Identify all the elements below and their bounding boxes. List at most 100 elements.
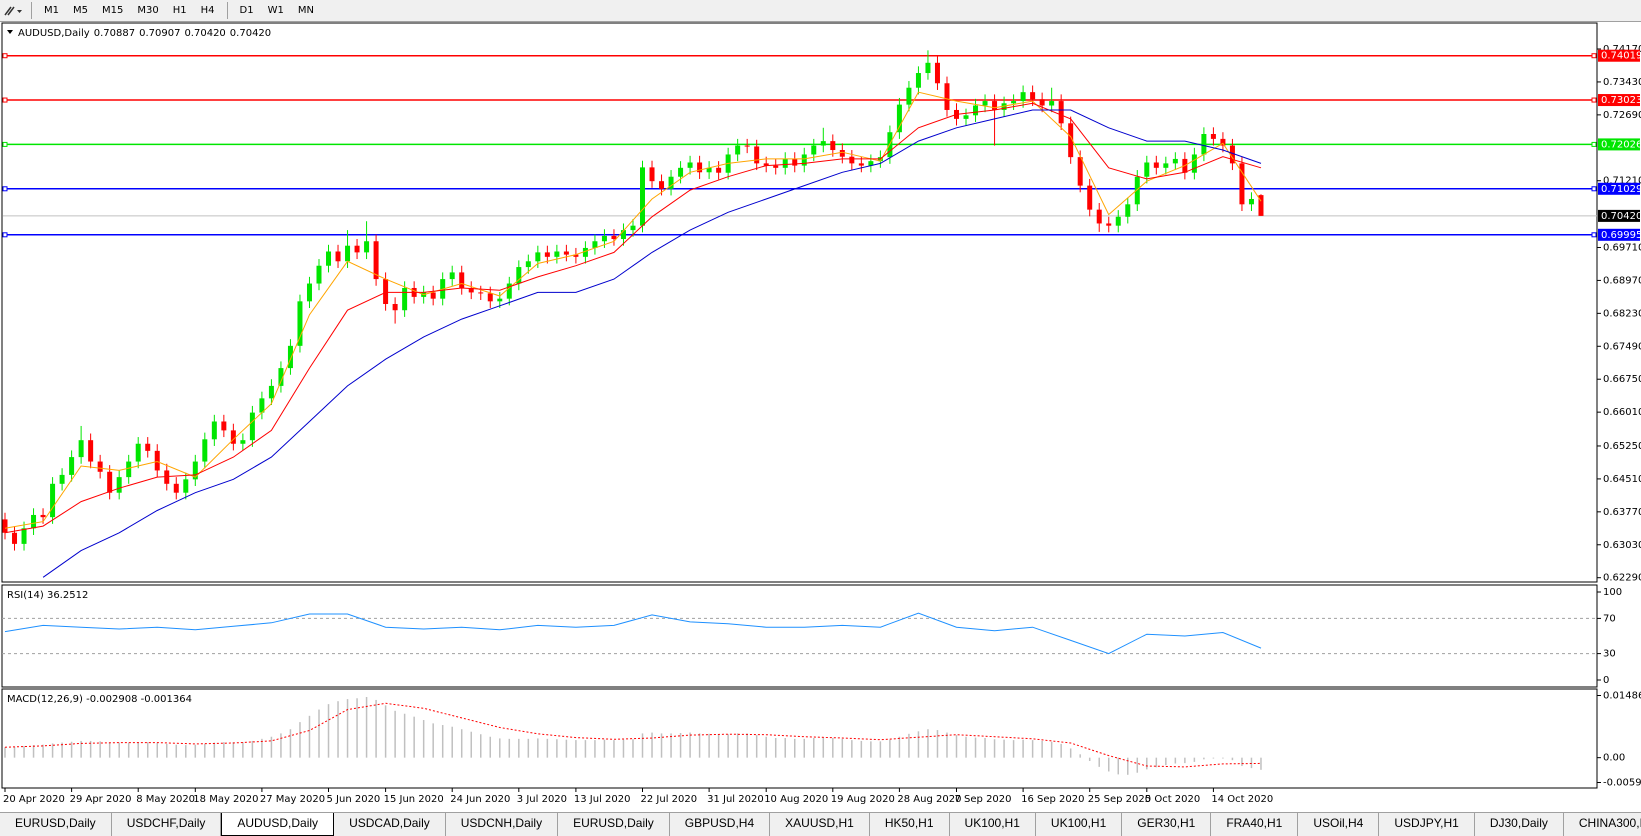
candle-body <box>678 167 684 177</box>
candle-body <box>992 101 998 110</box>
chart-tab[interactable]: AUDUSD,Daily <box>221 813 335 836</box>
candle-body <box>687 162 693 168</box>
y-tick-label: 0.72690 <box>1603 110 1641 121</box>
chart-tab[interactable]: USDJPY,H1 <box>1379 813 1475 836</box>
y-tick-label: 0.74170 <box>1603 44 1641 55</box>
candle-body <box>392 304 398 311</box>
candle-body <box>107 471 113 493</box>
x-tick-label: 18 May 2020 <box>193 794 258 805</box>
candle-body <box>925 62 931 74</box>
candle-body <box>1201 134 1207 155</box>
x-tick-label: 20 Apr 2020 <box>3 794 65 805</box>
candle-body <box>78 440 84 458</box>
chart-tab[interactable]: HK50,H1 <box>870 813 950 836</box>
chart-tab[interactable]: GBPUSD,H4 <box>670 813 771 836</box>
level-label: 0.73023 <box>1601 95 1641 106</box>
candle-body <box>192 461 198 480</box>
chart-tab[interactable]: CHINA300,H1 <box>1564 813 1641 836</box>
candle-body <box>963 115 969 119</box>
timeframe-button[interactable]: H4 <box>200 5 215 16</box>
candle-body <box>630 225 636 231</box>
candle-body <box>973 105 979 116</box>
candle-body <box>754 146 760 164</box>
candle-body <box>592 241 598 248</box>
chart-tab[interactable]: FRA40,H1 <box>1211 813 1299 836</box>
candle-body <box>516 267 522 284</box>
candle-body <box>268 385 274 399</box>
timeframe-button[interactable]: M5 <box>73 5 88 16</box>
candle-body <box>373 241 379 280</box>
candle-body <box>230 430 236 444</box>
candle-body <box>1106 223 1112 226</box>
level-label-box <box>1598 94 1640 107</box>
candle-body <box>12 532 18 544</box>
candle-body <box>126 461 132 478</box>
level-label-box <box>1598 49 1640 62</box>
candle-body <box>306 283 312 302</box>
candle-body <box>459 272 465 288</box>
y-tick-label: 100 <box>1603 587 1622 598</box>
timeframe-button[interactable]: D1 <box>239 5 254 16</box>
candle-body <box>1068 123 1074 158</box>
candle-body <box>535 252 541 262</box>
candle-body <box>1153 162 1159 168</box>
timeframe-button[interactable]: M1 <box>44 5 59 16</box>
x-tick-label: 16 Sep 2020 <box>1021 794 1084 805</box>
candle-body <box>1191 154 1197 173</box>
tool-icon[interactable] <box>0 1 26 20</box>
chart-tab[interactable]: XAUUSD,H1 <box>770 813 870 836</box>
x-tick-label: 14 Oct 2020 <box>1211 794 1273 805</box>
y-tick-label: 0.63770 <box>1603 507 1641 518</box>
candle-body <box>278 368 284 386</box>
chart-tab[interactable]: UK100,H1 <box>1036 813 1123 836</box>
candle-body <box>1001 103 1007 110</box>
macd-signal <box>4 702 1262 768</box>
toolbar: M1 M5 M15 M30 H1 H4 D1 W1 MN <box>0 0 1641 22</box>
chart-tab[interactable]: EURUSD,Daily <box>558 813 670 836</box>
candle-body <box>173 483 179 493</box>
y-tick-label: 0.014861 <box>1603 691 1641 702</box>
chart-tab[interactable]: DJ30,Daily <box>1475 813 1564 836</box>
panel-frame <box>1 688 1598 789</box>
timeframe-button[interactable]: M15 <box>102 5 124 16</box>
level-anchor <box>2 232 8 238</box>
timeframe-button[interactable]: M30 <box>137 5 159 16</box>
candle-body <box>1210 134 1216 139</box>
panel-frame <box>1 584 1598 688</box>
candle-body <box>896 104 902 133</box>
collapse-arrow <box>7 30 13 34</box>
candle-body <box>944 83 950 110</box>
chart-tab[interactable]: USDCHF,Daily <box>112 813 222 836</box>
chart-tab[interactable]: UK100,H1 <box>950 813 1036 836</box>
chart-tab[interactable]: GER30,H1 <box>1122 813 1212 836</box>
candle-body <box>811 145 817 155</box>
candle-body <box>116 477 122 493</box>
chart-tab[interactable]: USDCAD,Daily <box>334 813 446 836</box>
candle-body <box>1248 198 1254 205</box>
y-tick-label: 0.73430 <box>1603 77 1641 88</box>
price-label-box <box>1598 209 1640 222</box>
candle-body <box>135 443 141 462</box>
moving-average <box>42 109 1262 578</box>
timeframe-button[interactable]: W1 <box>267 5 284 16</box>
price-label: 0.70420 <box>1601 211 1641 222</box>
candle-body <box>364 241 370 253</box>
candle-body <box>202 439 208 462</box>
candle-body <box>221 421 227 431</box>
candle-body <box>706 167 712 173</box>
chart-tab[interactable]: USDCNH,Daily <box>446 813 559 836</box>
candle-body <box>1220 138 1226 146</box>
chart-tab[interactable]: EURUSD,Daily <box>0 813 112 836</box>
timeframe-button[interactable]: H1 <box>172 5 187 16</box>
level-anchor <box>1591 186 1597 192</box>
x-tick-label: 15 Jun 2020 <box>384 794 444 805</box>
timeframe-button[interactable]: MN <box>297 5 314 16</box>
candle-body <box>640 167 646 226</box>
candle-body <box>525 261 531 268</box>
candle-body <box>1163 163 1169 168</box>
level-anchor <box>2 53 8 59</box>
chart-tab[interactable]: USOil,H4 <box>1298 813 1380 836</box>
y-tick-label: 0.66010 <box>1603 407 1641 418</box>
candle-body <box>839 150 845 157</box>
